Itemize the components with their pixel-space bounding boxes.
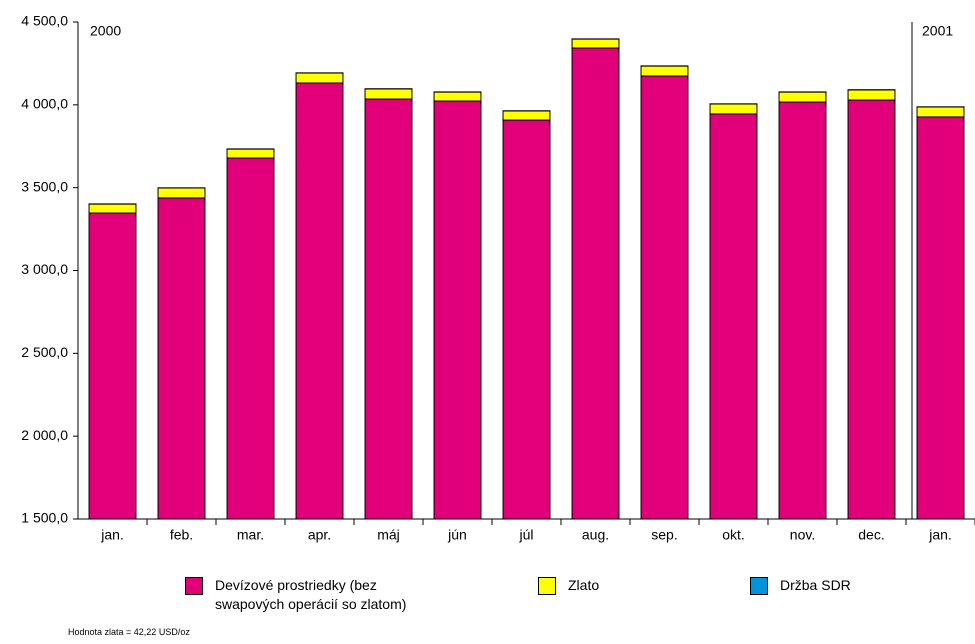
year-label: 2000 bbox=[90, 23, 121, 39]
bar-segment bbox=[916, 106, 965, 118]
bar-segment bbox=[88, 212, 137, 520]
chart: 2000 2001 1 500,0 2 000,0 2 500,0 3 000,0 3 … bbox=[21, 13, 975, 543]
legend-swatch bbox=[185, 577, 203, 595]
x-tick-label: nov. bbox=[790, 527, 815, 543]
y-tick-label: 1 500,0 bbox=[21, 510, 68, 526]
x-tick-label: dec. bbox=[858, 527, 884, 543]
x-tick-label: mar. bbox=[237, 527, 264, 543]
x-tick-label: jan. bbox=[928, 527, 952, 543]
bar-segment bbox=[571, 38, 620, 49]
legend-label: Zlato bbox=[568, 577, 600, 593]
bar-segment bbox=[433, 91, 482, 102]
x-tick-label: júl bbox=[518, 527, 533, 543]
legend-swatch bbox=[538, 577, 556, 595]
legend-item: Devízové prostriedky (bez swapových oper… bbox=[185, 576, 445, 614]
bar-segment bbox=[778, 91, 827, 103]
bar-segment bbox=[88, 203, 137, 214]
bar-segment bbox=[640, 75, 689, 520]
y-tick-label: 3 000,0 bbox=[21, 261, 68, 277]
legend-swatch bbox=[750, 577, 768, 595]
y-tick-label: 2 000,0 bbox=[21, 427, 68, 443]
bar-segment bbox=[502, 110, 551, 121]
x-tick-label: apr. bbox=[308, 527, 331, 543]
bar-segment bbox=[364, 98, 413, 520]
bar-segment bbox=[502, 119, 551, 520]
x-tick-label: feb. bbox=[170, 527, 193, 543]
bar-segment bbox=[157, 187, 206, 199]
bar-segment bbox=[295, 82, 344, 520]
bar-segment bbox=[364, 88, 413, 100]
x-tick-label: jan. bbox=[100, 527, 124, 543]
x-tick-label: sep. bbox=[651, 527, 677, 543]
bar-segment bbox=[226, 157, 275, 520]
y-tick-label: 2 500,0 bbox=[21, 344, 68, 360]
bar-segment bbox=[778, 101, 827, 520]
bar-segment bbox=[226, 148, 275, 159]
bar-segment bbox=[709, 103, 758, 115]
bar-segment bbox=[640, 65, 689, 77]
legend-item: Držba SDR bbox=[750, 576, 851, 595]
y-tick-label: 4 500,0 bbox=[21, 13, 68, 29]
bar-segment bbox=[847, 89, 896, 101]
bar-segment bbox=[709, 113, 758, 520]
bar-segment bbox=[571, 47, 620, 520]
bar-segment bbox=[847, 99, 896, 520]
x-tick-label: aug. bbox=[582, 527, 609, 543]
legend-item: Zlato bbox=[538, 576, 599, 595]
x-tick-label: okt. bbox=[722, 527, 745, 543]
bar-segment bbox=[433, 100, 482, 520]
y-tick-label: 4 000,0 bbox=[21, 96, 68, 112]
x-tick-label: máj bbox=[377, 527, 400, 543]
y-tick-label: 3 500,0 bbox=[21, 178, 68, 194]
bar-segment bbox=[916, 116, 965, 520]
year-label: 2001 bbox=[922, 23, 953, 39]
x-tick-label: jún bbox=[447, 527, 467, 543]
bar-segment bbox=[295, 72, 344, 84]
bar-segment bbox=[157, 197, 206, 520]
legend-label: Devízové prostriedky (bez swapových oper… bbox=[215, 577, 407, 612]
footnote: Hodnota zlata = 42,22 USD/oz bbox=[68, 627, 190, 637]
legend-label: Držba SDR bbox=[780, 577, 851, 593]
